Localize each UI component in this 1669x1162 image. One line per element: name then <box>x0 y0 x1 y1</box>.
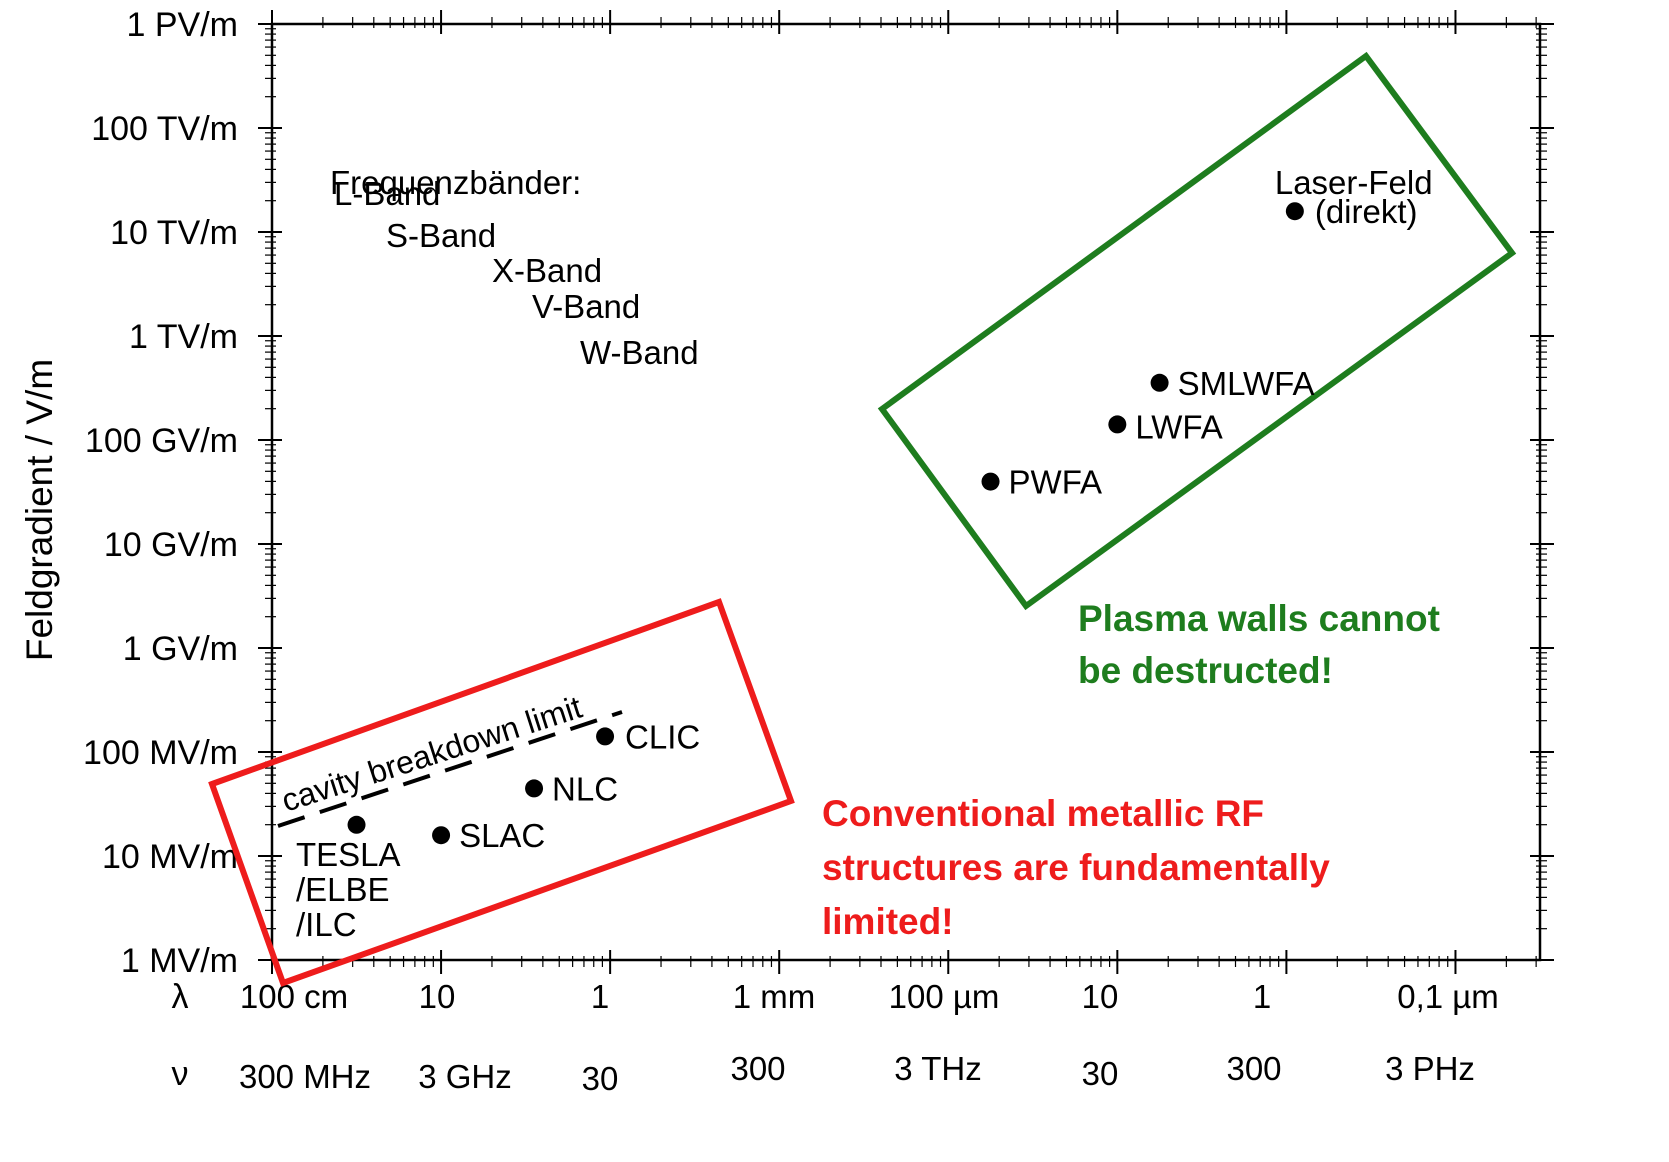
plot-frame <box>270 22 1542 962</box>
lambda-tick-label: 1 <box>591 978 609 1015</box>
nu-tick-label: 3 GHz <box>418 1058 512 1095</box>
lambda-tick-label: 10 <box>1082 978 1119 1015</box>
y-tick-label: 1 GV/m <box>123 630 238 668</box>
red-annotation-line: structures are fundamentally <box>822 847 1330 888</box>
highlight-boxes <box>208 51 1517 987</box>
green-annotation-line: Plasma walls cannot <box>1078 598 1440 639</box>
nu-tick-label: 300 <box>1226 1050 1281 1087</box>
y-tick-label: 100 GV/m <box>85 422 238 460</box>
point-label: SLAC <box>459 817 545 854</box>
y-axis-ticks <box>258 23 1554 961</box>
band-label: V-Band <box>532 288 640 325</box>
bands-title: Frequenzbänder: <box>330 164 581 201</box>
y-tick-label: 1 TV/m <box>129 318 238 356</box>
data-point <box>1285 202 1304 221</box>
plot-border <box>270 22 1542 962</box>
green-annotation-line: be destructed! <box>1078 650 1333 691</box>
nu-tick-label: 3 THz <box>894 1050 981 1087</box>
lambda-tick-label: 1 mm <box>733 978 816 1015</box>
lambda-tick-label: 100 cm <box>240 978 348 1015</box>
y-tick-label: 100 TV/m <box>91 110 238 148</box>
lambda-tick-label: 0,1 µm <box>1397 978 1499 1015</box>
y-tick-labels: 1 MV/m 10 MV/m 100 MV/m 1 GV/m 10 GV/m 100 GV… <box>83 6 238 980</box>
data-point <box>347 815 366 834</box>
annotations: Plasma walls cannot be destructed! Convent… <box>822 598 1440 942</box>
band-label: S-Band <box>386 217 496 254</box>
nu-tick-label: 30 <box>1082 1055 1119 1092</box>
data-point <box>432 826 451 845</box>
cavity-limit-line <box>277 710 623 828</box>
band-label: W-Band <box>580 334 699 371</box>
y-tick-label: 1 PV/m <box>127 6 238 44</box>
x-tick-labels: λ ν 100 cm 10 1 1 mm 100 µm 10 1 0,1 µm 300 MHz 3 G… <box>172 978 1499 1097</box>
red-highlight-box <box>208 598 795 987</box>
red-annotation-line: limited! <box>822 901 954 942</box>
point-label: TESLA <box>296 836 401 873</box>
lambda-tick-label: 1 <box>1253 978 1271 1015</box>
band-label: L-Band <box>334 175 440 212</box>
point-label: LWFA <box>1135 408 1222 445</box>
point-label: (direkt) <box>1315 193 1418 230</box>
nu-symbol: ν <box>172 1055 189 1093</box>
point-label: /ELBE <box>296 871 390 908</box>
y-tick-label: 10 TV/m <box>110 214 238 252</box>
point-label: SMLWFA <box>1178 365 1315 402</box>
lambda-tick-label: 100 µm <box>889 978 1000 1015</box>
data-point <box>981 472 1000 491</box>
y-axis-label: Feldgradient / V/m <box>19 359 60 661</box>
point-label: Laser-Feld <box>1275 164 1433 201</box>
point-label: /ILC <box>296 906 357 943</box>
y-tick-label: 10 GV/m <box>104 526 238 564</box>
green-highlight-box <box>877 51 1517 611</box>
point-label: CLIC <box>625 718 700 755</box>
data-point <box>1108 415 1127 434</box>
y-tick-label: 10 MV/m <box>102 838 238 876</box>
nu-tick-label: 300 MHz <box>239 1058 371 1095</box>
nu-tick-label: 300 <box>730 1050 785 1087</box>
band-label: X-Band <box>492 252 602 289</box>
data-point <box>525 779 544 798</box>
nu-tick-label: 30 <box>582 1060 619 1097</box>
point-label: NLC <box>552 770 618 807</box>
data-point <box>596 727 615 746</box>
y-tick-label: 100 MV/m <box>83 734 238 772</box>
lambda-symbol: λ <box>172 978 189 1016</box>
nu-tick-label: 3 PHz <box>1385 1050 1475 1087</box>
x-axis-ticks <box>271 10 1537 974</box>
y-tick-label: 1 MV/m <box>121 942 238 980</box>
lambda-tick-label: 10 <box>419 978 456 1015</box>
data-point <box>1150 373 1169 392</box>
point-label: PWFA <box>1009 464 1103 501</box>
red-annotation-line: Conventional metallic RF <box>822 793 1264 834</box>
